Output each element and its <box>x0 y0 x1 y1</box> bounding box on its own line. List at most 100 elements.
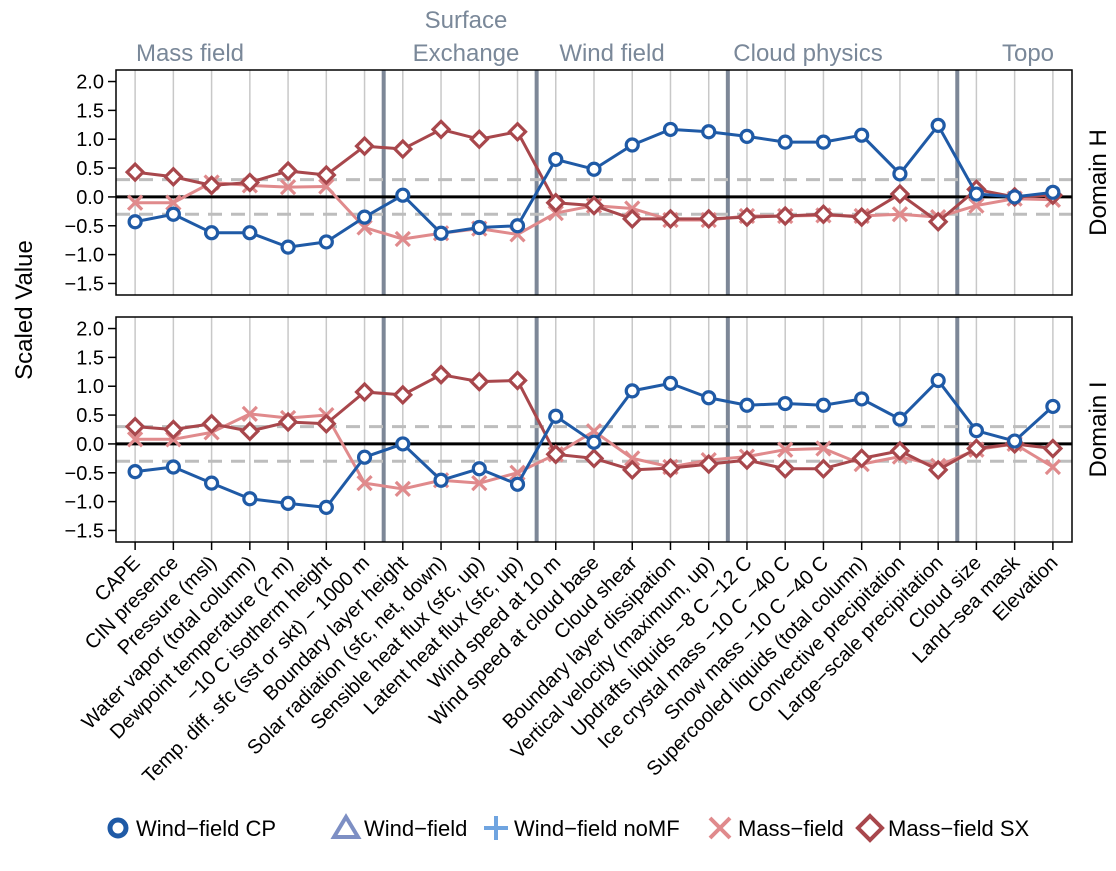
data-point <box>241 405 258 423</box>
data-point <box>815 397 832 413</box>
series-wind-field-cp <box>127 117 1061 255</box>
data-point <box>394 230 411 248</box>
y-tick-label: 1.5 <box>76 100 104 122</box>
data-point <box>774 205 796 227</box>
data-point <box>1042 438 1064 459</box>
data-point <box>280 495 296 511</box>
data-point <box>277 411 299 433</box>
data-point <box>736 449 758 471</box>
data-point <box>889 183 911 205</box>
data-point <box>851 206 872 228</box>
group-label-topo: Topo <box>1002 40 1054 67</box>
data-point <box>1007 433 1023 449</box>
data-point <box>471 461 487 477</box>
data-point <box>968 197 985 214</box>
data-point <box>854 391 870 407</box>
data-point <box>930 117 946 133</box>
data-point <box>968 186 985 202</box>
data-point <box>813 458 834 479</box>
legend: Wind−field CP Wind−field Wind−field noMF Ma… <box>107 813 1030 843</box>
data-point <box>394 480 411 498</box>
legend-label: Mass−field SX <box>888 816 1030 841</box>
panel-frame <box>115 69 1073 296</box>
data-point <box>124 416 146 437</box>
y-tick-label: 0.5 <box>76 405 104 427</box>
data-point <box>701 390 717 406</box>
data-point <box>927 459 949 481</box>
data-point <box>851 448 872 469</box>
y-tick-label: 0.5 <box>76 158 104 180</box>
data-point <box>891 206 909 223</box>
data-point <box>509 218 526 234</box>
data-point <box>777 441 794 458</box>
data-point <box>624 200 641 217</box>
data-point <box>316 164 337 186</box>
data-point <box>621 208 643 230</box>
y-tick-label: 0.0 <box>76 187 104 209</box>
data-point <box>395 187 411 203</box>
y-tick-label: 2.0 <box>76 72 104 94</box>
data-point <box>813 203 834 225</box>
panel-label: Domain I <box>1085 381 1112 477</box>
panel-label: Domain H <box>1085 129 1112 236</box>
data-point <box>930 372 946 389</box>
data-point <box>1045 398 1061 415</box>
legend-item-wind-field: Wind−field <box>330 813 467 841</box>
data-point <box>624 137 640 153</box>
group-labels: Mass field Surface Exchange Wind field C… <box>136 7 1054 67</box>
group-label-wind-field: Wind field <box>559 40 664 67</box>
data-point <box>433 225 449 241</box>
data-point <box>927 211 949 232</box>
data-point <box>586 434 602 450</box>
data-point <box>1045 184 1061 200</box>
legend-marker <box>708 816 732 840</box>
data-point <box>201 413 222 434</box>
data-point <box>239 172 261 193</box>
data-point <box>392 384 414 406</box>
legend-label: Wind−field noMF <box>514 816 680 841</box>
data-point <box>165 459 181 475</box>
panel-domain-h: 2.0 1.5 1.0 0.5 0.0 −0.5 −1.0 −1.5 Domain H <box>65 69 1112 296</box>
data-point <box>471 475 488 492</box>
y-tick-label: 1.5 <box>76 347 104 369</box>
data-point <box>777 395 793 412</box>
data-point <box>204 225 220 241</box>
data-point <box>507 370 528 391</box>
legend-marker <box>330 813 362 839</box>
data-point <box>433 472 449 488</box>
data-point <box>356 209 373 225</box>
data-point <box>356 475 373 492</box>
panel-domain-i: 2.0 1.5 1.0 0.5 0.0 −0.5 −1.0 −1.5 Domain I <box>65 316 1112 543</box>
data-point <box>662 375 679 391</box>
data-point <box>736 206 758 228</box>
data-point <box>892 411 908 427</box>
data-point <box>392 138 414 160</box>
data-point <box>354 135 375 157</box>
y-tick-label: 2.0 <box>76 319 104 341</box>
data-point <box>127 214 143 230</box>
data-point <box>318 178 335 195</box>
y-tick-label: −1.5 <box>65 273 104 295</box>
y-tick-label: 1.0 <box>76 129 104 151</box>
data-point <box>548 151 564 168</box>
data-point <box>583 448 605 469</box>
legend-item-wind-field-nomf: Wind−field noMF <box>484 816 680 841</box>
y-tick-label: 0.0 <box>76 434 104 456</box>
legend-label: Wind−field CP <box>136 816 276 841</box>
data-point <box>469 128 490 150</box>
data-point <box>968 423 985 439</box>
data-point <box>1044 458 1062 476</box>
data-point <box>242 491 258 507</box>
data-point <box>318 234 334 250</box>
data-point <box>280 239 296 255</box>
series-wind-field-cp <box>127 372 1061 515</box>
data-point <box>854 127 870 143</box>
data-point <box>127 464 143 480</box>
data-point <box>509 476 526 492</box>
data-point <box>739 128 755 144</box>
data-point <box>892 166 908 182</box>
data-point <box>739 397 755 413</box>
data-point <box>395 436 411 452</box>
data-point <box>889 440 911 462</box>
data-point <box>316 413 337 434</box>
